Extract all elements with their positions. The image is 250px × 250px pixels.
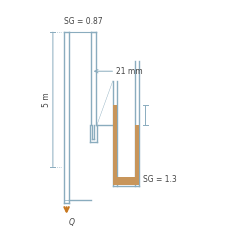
- Text: Q: Q: [69, 218, 75, 227]
- Bar: [113, 176, 139, 185]
- Text: 21 mm: 21 mm: [116, 67, 143, 76]
- Text: SG = 0.87: SG = 0.87: [64, 17, 103, 26]
- Text: SG = 1.3: SG = 1.3: [143, 175, 176, 184]
- Bar: [113, 106, 117, 185]
- Text: 5 m: 5 m: [42, 92, 51, 107]
- Bar: [135, 125, 139, 185]
